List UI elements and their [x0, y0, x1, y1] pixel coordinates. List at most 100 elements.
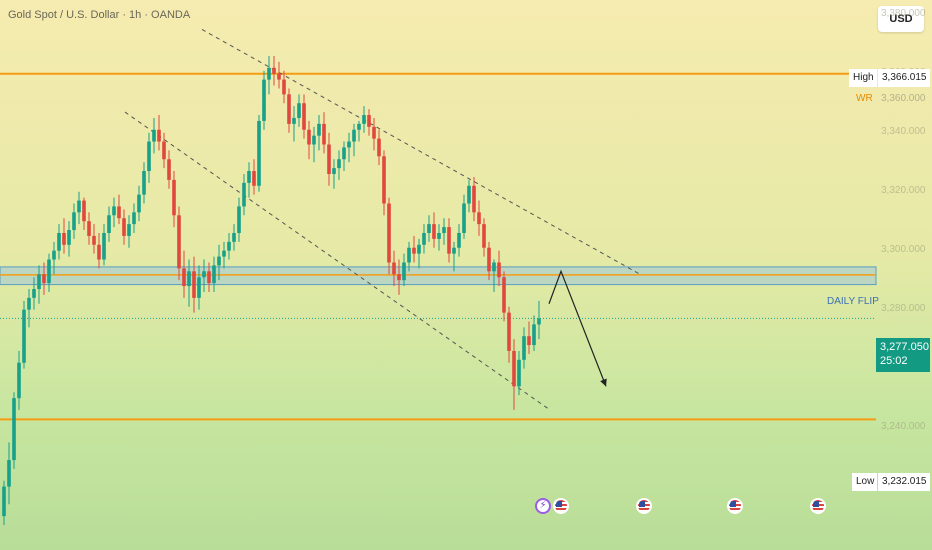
- projection-arrow: [548, 269, 607, 387]
- y-tick-label: 3,280.000: [881, 302, 926, 314]
- candle: [407, 241, 411, 272]
- candle: [462, 194, 466, 239]
- candle: [187, 259, 191, 307]
- candle: [312, 126, 316, 163]
- candle: [47, 253, 51, 292]
- candle: [537, 300, 541, 340]
- candle: [87, 212, 91, 245]
- candle: [427, 215, 431, 242]
- currency-button[interactable]: USD: [878, 6, 924, 32]
- candle: [217, 244, 221, 281]
- candle: [267, 56, 271, 95]
- candle: [282, 70, 286, 104]
- candle: [107, 206, 111, 242]
- candle: [392, 250, 396, 287]
- candle: [382, 150, 386, 216]
- candle: [257, 115, 261, 192]
- candle: [247, 162, 251, 198]
- candle: [67, 221, 71, 257]
- candle: [357, 120, 361, 142]
- candle: [517, 350, 521, 396]
- candle: [22, 300, 26, 369]
- candle: [337, 150, 341, 180]
- candle: [197, 265, 201, 310]
- candle: [37, 265, 41, 304]
- daily-flip-zone: [0, 266, 877, 286]
- candle: [192, 256, 196, 313]
- candle: [252, 159, 256, 195]
- y-tick-label: 3,320.000: [881, 184, 926, 196]
- candle: [27, 289, 31, 328]
- wr-price: 3,360.000: [881, 93, 926, 104]
- candle: [322, 112, 326, 154]
- candle: [367, 109, 371, 136]
- lightning-icon[interactable]: ⚡: [535, 498, 551, 514]
- y-tick-label: 3,240.000: [881, 420, 926, 432]
- candle: [452, 241, 456, 272]
- us-flag-icon[interactable]: [810, 498, 826, 514]
- candle: [142, 162, 146, 204]
- y-tick-label: 3,380.000: [881, 7, 926, 19]
- lower-trendline: [124, 111, 551, 411]
- candle: [477, 200, 481, 236]
- candle: [352, 123, 356, 157]
- candle: [157, 115, 161, 151]
- candle: [17, 350, 21, 410]
- candle: [172, 171, 176, 228]
- candle: [152, 117, 156, 154]
- daily-flip-label: DAILY FLIP: [827, 296, 879, 307]
- candle: [177, 206, 181, 281]
- candle: [522, 327, 526, 369]
- candle: [227, 232, 231, 260]
- candle: [432, 212, 436, 248]
- candle: [347, 132, 351, 163]
- candle: [507, 306, 511, 363]
- projection-arrow-head: [600, 378, 607, 387]
- candle: [412, 235, 416, 263]
- candle: [232, 224, 236, 251]
- us-flag-icon[interactable]: [727, 498, 743, 514]
- candle: [112, 197, 116, 228]
- candle: [77, 191, 81, 225]
- low-value: 3,232.015: [878, 473, 930, 491]
- candle: [297, 94, 301, 127]
- candle: [102, 224, 106, 266]
- current-price-countdown: 25:02: [880, 355, 908, 367]
- chart-title: Gold Spot / U.S. Dollar · 1h · OANDA: [8, 9, 191, 21]
- candle: [402, 253, 406, 287]
- candle: [182, 250, 186, 298]
- candle: [207, 262, 211, 292]
- candle: [92, 224, 96, 254]
- candle: [332, 159, 336, 189]
- candle: [317, 115, 321, 151]
- candle: [532, 315, 536, 351]
- candle: [377, 129, 381, 166]
- candle: [302, 94, 306, 139]
- candle: [57, 224, 61, 260]
- candle: [422, 224, 426, 254]
- high-label: High: [849, 69, 877, 87]
- us-flag-icon[interactable]: [553, 498, 569, 514]
- current-price-badge: 3,277.050 25:02: [876, 338, 930, 372]
- y-tick-label: 3,340.000: [881, 125, 926, 137]
- candle: [512, 339, 516, 410]
- candle: [222, 241, 226, 269]
- wr-label: WR: [856, 93, 873, 104]
- candle: [242, 174, 246, 216]
- y-tick-label: 3,300.000: [881, 243, 926, 255]
- current-price-value: 3,277.050: [880, 341, 929, 353]
- candle: [437, 224, 441, 251]
- candle: [497, 250, 501, 287]
- candle: [237, 197, 241, 242]
- candle: [97, 232, 101, 269]
- candle: [42, 262, 46, 295]
- candle: [62, 218, 66, 254]
- candle: [272, 56, 276, 86]
- us-flag-icon[interactable]: [636, 498, 652, 514]
- candle: [327, 132, 331, 186]
- candle: [287, 88, 291, 133]
- candle: [117, 194, 121, 225]
- candle: [307, 120, 311, 160]
- candle: [72, 203, 76, 239]
